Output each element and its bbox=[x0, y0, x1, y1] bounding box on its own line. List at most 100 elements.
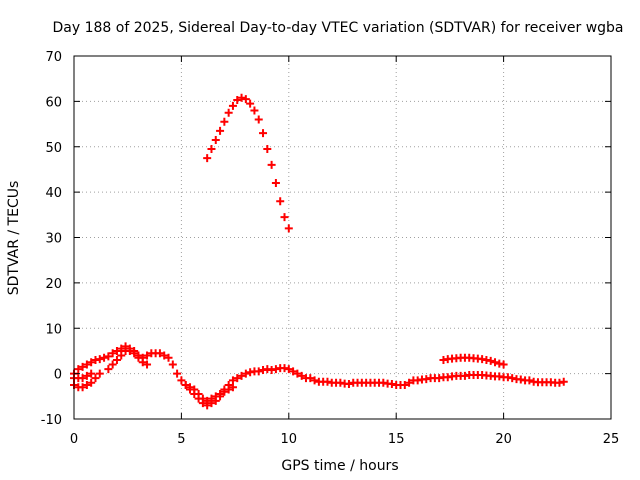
data-point bbox=[276, 197, 285, 206]
data-point bbox=[400, 380, 409, 389]
data-point bbox=[82, 380, 91, 389]
data-point bbox=[117, 351, 126, 360]
data-point bbox=[108, 360, 117, 369]
y-tick-label: 0 bbox=[54, 368, 62, 383]
data-point bbox=[91, 374, 100, 383]
data-point bbox=[198, 399, 207, 408]
x-tick-label: 10 bbox=[281, 432, 298, 447]
data-point bbox=[263, 145, 272, 154]
data-point bbox=[87, 378, 96, 387]
data-point bbox=[155, 349, 164, 358]
data-point bbox=[259, 129, 268, 138]
series-arc-1 bbox=[70, 342, 568, 405]
data-point bbox=[297, 371, 306, 380]
data-point bbox=[190, 390, 199, 399]
data-point bbox=[207, 145, 216, 154]
x-tick-label: 20 bbox=[495, 432, 512, 447]
data-point bbox=[117, 344, 126, 353]
data-point bbox=[250, 106, 259, 115]
data-point bbox=[284, 365, 293, 374]
data-point bbox=[95, 355, 104, 364]
data-point bbox=[143, 351, 152, 360]
data-point bbox=[310, 376, 319, 385]
data-point bbox=[185, 385, 194, 394]
data-point bbox=[405, 378, 414, 387]
data-point bbox=[499, 360, 508, 369]
data-point bbox=[246, 99, 255, 108]
data-point bbox=[143, 360, 152, 369]
data-point bbox=[181, 380, 190, 389]
data-point bbox=[87, 369, 96, 378]
data-point bbox=[216, 126, 225, 135]
data-points bbox=[70, 93, 568, 410]
data-point bbox=[125, 346, 134, 355]
data-point bbox=[87, 358, 96, 367]
data-point bbox=[241, 95, 250, 104]
data-point bbox=[306, 374, 315, 383]
data-point bbox=[224, 108, 233, 117]
data-point bbox=[220, 387, 229, 396]
data-point bbox=[289, 367, 298, 376]
data-point bbox=[216, 392, 225, 401]
chart-title: Day 188 of 2025, Sidereal Day-to-day VTE… bbox=[52, 20, 623, 36]
data-point bbox=[271, 179, 280, 188]
data-point bbox=[203, 154, 212, 163]
data-point bbox=[130, 349, 139, 358]
y-tick-label: 20 bbox=[45, 277, 62, 292]
x-axis-label: GPS time / hours bbox=[281, 458, 398, 474]
data-point bbox=[112, 356, 121, 365]
y-tick-label: 10 bbox=[45, 322, 62, 337]
data-point bbox=[559, 377, 568, 386]
series-arc-6 bbox=[203, 93, 293, 233]
data-point bbox=[177, 376, 186, 385]
data-point bbox=[491, 358, 500, 367]
data-point bbox=[173, 369, 182, 378]
data-point bbox=[228, 383, 237, 392]
data-point bbox=[100, 353, 109, 362]
y-tick-label: -10 bbox=[41, 413, 62, 428]
data-point bbox=[138, 358, 147, 367]
data-point bbox=[233, 96, 242, 105]
x-tick-label: 5 bbox=[177, 432, 185, 447]
data-point bbox=[82, 371, 91, 380]
data-point bbox=[104, 352, 113, 361]
data-point bbox=[525, 376, 534, 385]
data-point bbox=[108, 349, 117, 358]
data-point bbox=[78, 362, 87, 371]
data-point bbox=[211, 396, 220, 405]
x-tick-label: 25 bbox=[603, 432, 620, 447]
data-point bbox=[284, 224, 293, 233]
data-point bbox=[344, 380, 353, 389]
data-point bbox=[203, 401, 212, 410]
data-point bbox=[164, 353, 173, 362]
series-arc-5 bbox=[181, 380, 237, 410]
data-point bbox=[95, 369, 104, 378]
data-point bbox=[228, 376, 237, 385]
axis-ticks: 0 5 10 15 20 25 -10 0 10 20 30 40 50 60 70 bbox=[41, 50, 620, 447]
y-tick-label: 70 bbox=[45, 50, 62, 65]
series-arc-7 bbox=[439, 353, 508, 369]
data-point bbox=[82, 360, 91, 369]
grid bbox=[74, 56, 611, 419]
data-point bbox=[228, 101, 237, 110]
data-point bbox=[78, 374, 87, 383]
x-tick-label: 15 bbox=[388, 432, 405, 447]
data-point bbox=[254, 115, 263, 124]
y-tick-label: 30 bbox=[45, 232, 62, 247]
data-point bbox=[134, 353, 143, 362]
series-arc-4 bbox=[104, 346, 152, 374]
y-tick-label: 40 bbox=[45, 186, 62, 201]
y-axis-label: SDTVAR / TECUs bbox=[6, 181, 22, 296]
data-point bbox=[220, 117, 229, 126]
data-point bbox=[233, 374, 242, 383]
data-point bbox=[211, 135, 220, 144]
data-point bbox=[486, 356, 495, 365]
y-tick-label: 50 bbox=[45, 141, 62, 156]
data-point bbox=[241, 369, 250, 378]
data-point bbox=[237, 93, 246, 102]
series-arc-3 bbox=[70, 369, 96, 383]
data-point bbox=[254, 367, 263, 376]
data-point bbox=[104, 365, 113, 374]
data-point bbox=[237, 371, 246, 380]
